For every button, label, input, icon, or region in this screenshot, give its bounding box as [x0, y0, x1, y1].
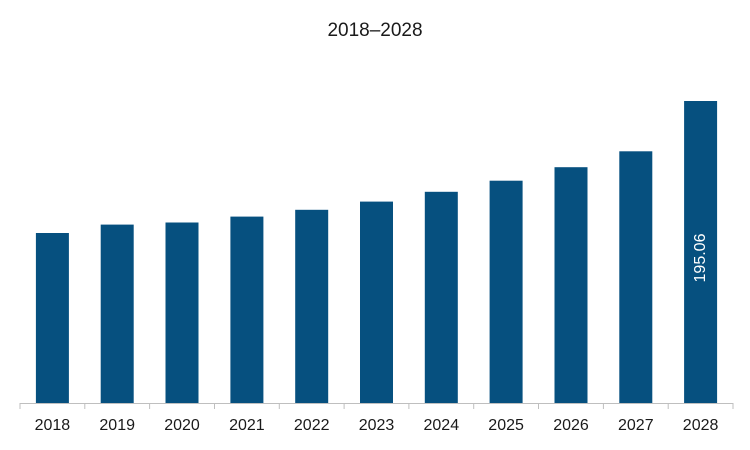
- bar-2025: [489, 180, 523, 403]
- bar-2018: [35, 233, 69, 403]
- bars-group: [35, 101, 718, 403]
- bar-2021: [230, 216, 264, 403]
- x-tick-label-2023: 2023: [359, 417, 395, 434]
- bar-2026: [554, 167, 588, 403]
- x-tick-label-2021: 2021: [229, 417, 265, 434]
- bar-2022: [295, 209, 329, 403]
- x-tick-label-2024: 2024: [424, 417, 460, 434]
- x-tick-label-2019: 2019: [99, 417, 135, 434]
- x-tick-label-2027: 2027: [618, 417, 654, 434]
- chart-title: 2018–2028: [327, 20, 422, 41]
- x-tick-label-2020: 2020: [164, 417, 200, 434]
- bar-2020: [165, 222, 199, 403]
- x-tick-label-2025: 2025: [488, 417, 524, 434]
- bar-2023: [360, 201, 393, 403]
- bar-2024: [424, 191, 458, 403]
- bar-2028: [684, 101, 718, 403]
- x-tick-label-2028: 2028: [683, 417, 719, 434]
- x-axis: [19, 403, 734, 409]
- bar-2019: [100, 224, 134, 403]
- data-label-2028: 195.06: [692, 233, 709, 282]
- x-tick-labels: 2018 2019 2020 2021 2022 2023 2024 2025 2026 2027…: [35, 417, 719, 434]
- x-tick-label-2026: 2026: [553, 417, 589, 434]
- x-tick-label-2018: 2018: [35, 417, 71, 434]
- data-labels: 195.06: [692, 233, 709, 282]
- x-tick-label-2022: 2022: [294, 417, 330, 434]
- bar-2027: [619, 151, 653, 403]
